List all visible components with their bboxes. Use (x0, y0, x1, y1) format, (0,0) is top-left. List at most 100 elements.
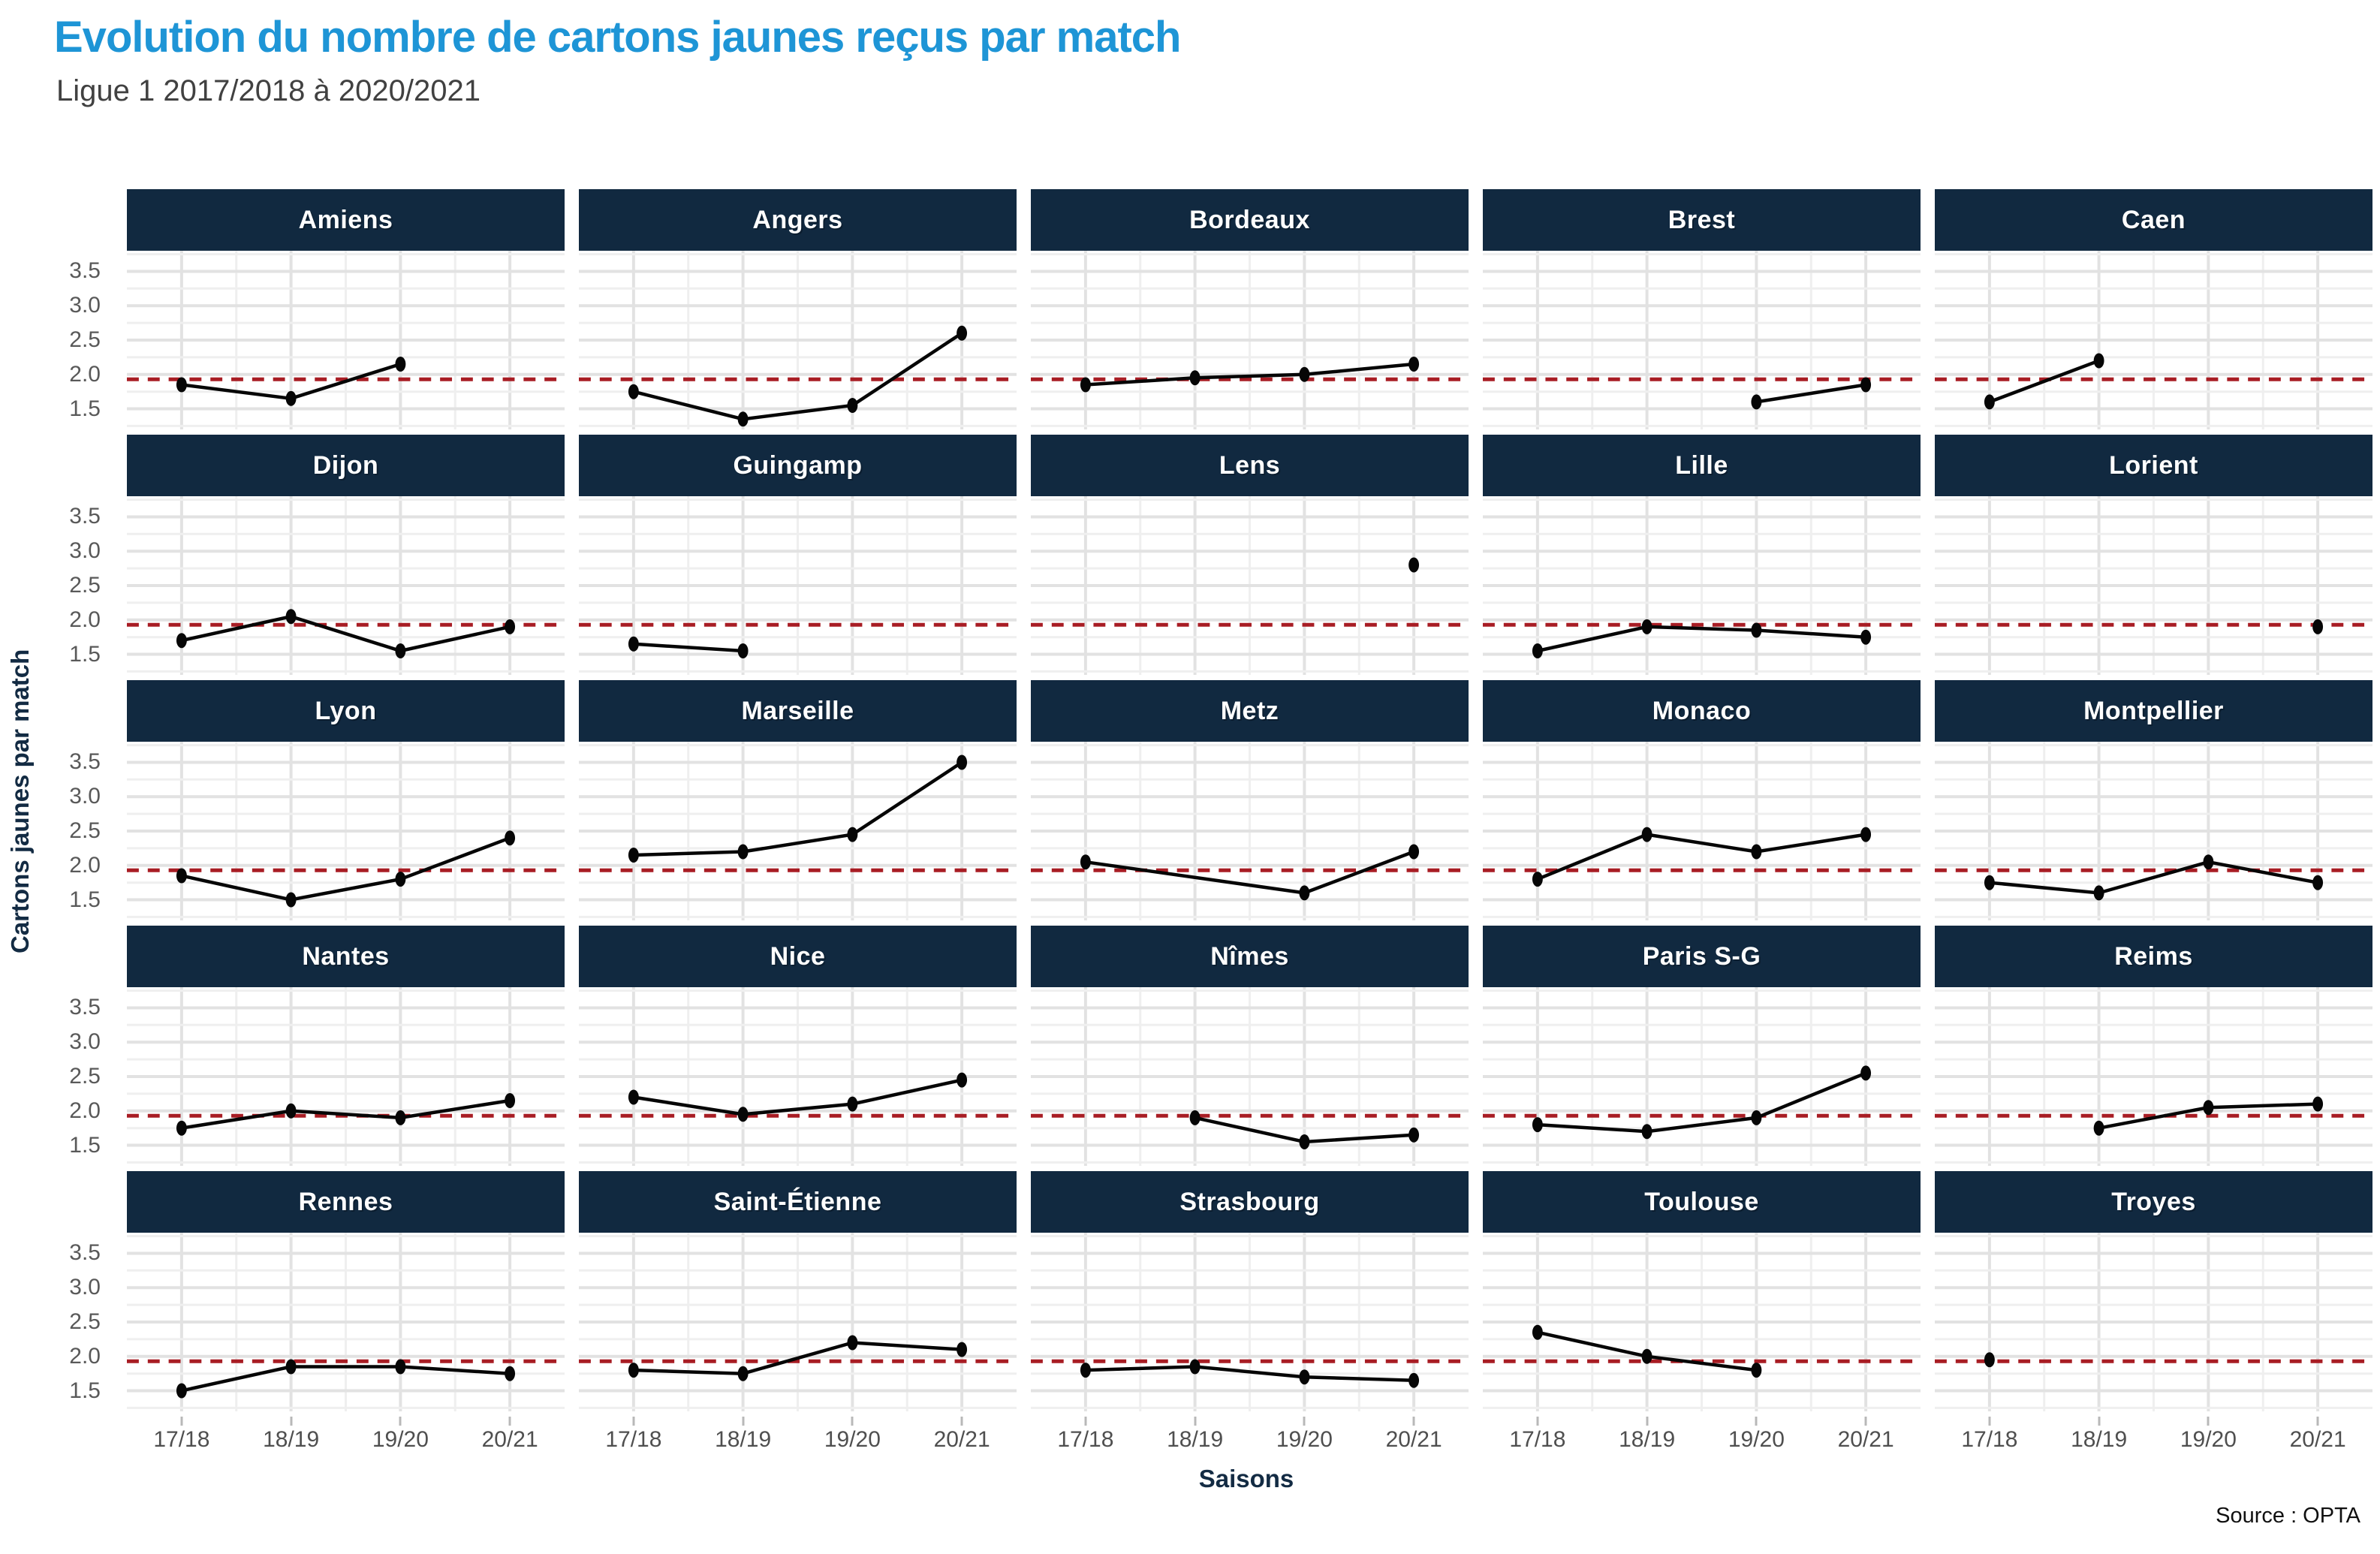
data-point (505, 619, 516, 634)
facet-title: Lyon (127, 680, 565, 742)
facet-row: 3.5 3.0 2.5 2.0 1.5 Amiens Angers Bordeaux Brest… (0, 189, 2372, 429)
facet-paris-s-g: Paris S-G (1483, 926, 1921, 1166)
x-tick-label: 20/21 (481, 1427, 538, 1452)
x-tick-mark (1303, 1417, 1306, 1426)
page-title: Evolution du nombre de cartons jaunes re… (54, 13, 1181, 62)
trend-line (181, 836, 511, 902)
data-point (1408, 357, 1420, 372)
data-point (1984, 394, 1995, 410)
facet-plot (1031, 742, 1469, 920)
data-point (1408, 557, 1420, 573)
y-axis-ticks: 3.5 3.0 2.5 2.0 1.5 (0, 1171, 113, 1411)
x-axis-gutter (0, 1417, 113, 1459)
data-point (285, 892, 297, 908)
facet-angers: Angers (579, 189, 1017, 429)
trend-line (1989, 860, 2318, 895)
data-point (395, 872, 406, 887)
facet-title: Paris S-G (1483, 926, 1921, 987)
facet-plot (1935, 1233, 2372, 1411)
facet-row: 3.5 3.0 2.5 2.0 1.5 Dijon Guingamp Lens Lille Lor… (0, 435, 2372, 675)
facet-title: Metz (1031, 680, 1469, 742)
x-tick-mark (1864, 1417, 1867, 1426)
facet-bordeaux: Bordeaux (1031, 189, 1469, 429)
x-tick-label: 19/20 (2180, 1427, 2237, 1452)
data-point (1751, 844, 1762, 860)
facet-plot (1935, 742, 2372, 920)
y-tick-label: 2.5 (69, 1309, 101, 1334)
data-point (2093, 885, 2104, 901)
facet-plot (127, 987, 565, 1166)
x-tick-mark (508, 1417, 511, 1426)
data-point (1751, 1363, 1762, 1378)
x-tick-mark (290, 1417, 293, 1426)
facet-plot (579, 251, 1017, 429)
data-point (1984, 1352, 1995, 1368)
y-axis-ticks: 3.5 3.0 2.5 2.0 1.5 (0, 435, 113, 675)
page-subtitle: Ligue 1 2017/2018 à 2020/2021 (56, 74, 481, 107)
facet-nice: Nice (579, 926, 1017, 1166)
data-point (176, 633, 187, 649)
x-tick-label: 19/20 (1728, 1427, 1785, 1452)
y-tick-label: 2.5 (69, 1064, 101, 1089)
data-point (847, 398, 858, 413)
data-point (1299, 1369, 1310, 1385)
facet-monaco: Monaco (1483, 680, 1921, 920)
y-tick-label: 2.0 (69, 607, 101, 632)
trend-line (1085, 362, 1414, 387)
x-tick-label: 19/20 (372, 1427, 429, 1452)
facet-plot (579, 496, 1017, 675)
facet-lorient: Lorient (1935, 435, 2372, 675)
data-point (737, 1366, 749, 1381)
data-point (957, 754, 968, 770)
data-point (395, 643, 406, 658)
data-point (957, 325, 968, 341)
facet-title: Amiens (127, 189, 565, 251)
facet-amiens: Amiens (127, 189, 565, 429)
facet-plot (1935, 987, 2372, 1166)
trend-line (181, 614, 511, 653)
facet-title: Angers (579, 189, 1017, 251)
facet-plot (1935, 496, 2372, 675)
x-tick-mark (851, 1417, 854, 1426)
data-point (847, 827, 858, 842)
x-tick-mark (1084, 1417, 1087, 1426)
facet-title: Lorient (1935, 435, 2372, 496)
x-tick-label: 19/20 (1276, 1427, 1333, 1452)
x-tick-label: 20/21 (2289, 1427, 2346, 1452)
data-point (847, 1335, 858, 1351)
facet-plot (1031, 496, 1469, 675)
data-point (285, 390, 297, 406)
data-point (505, 1093, 516, 1108)
facet-title: Reims (1935, 926, 2372, 987)
x-tick-mark (1646, 1417, 1649, 1426)
y-tick-label: 1.5 (69, 887, 101, 912)
facet-title: Guingamp (579, 435, 1017, 496)
y-tick-label: 1.5 (69, 641, 101, 667)
x-tick-mark (1412, 1417, 1415, 1426)
trend-line (1537, 625, 1866, 653)
data-point (1299, 885, 1310, 901)
x-axis-title: Saisons (1198, 1465, 1294, 1492)
facet-title: Dijon (127, 435, 565, 496)
data-point (1189, 1359, 1201, 1375)
facet-caen: Caen (1935, 189, 2372, 429)
data-point (1984, 875, 1995, 890)
trend-line (1756, 383, 1866, 404)
x-axis-ticks: 17/18 18/19 19/20 20/21 (127, 1417, 565, 1459)
x-tick-label: 17/18 (1961, 1427, 2018, 1452)
data-point (1532, 643, 1543, 658)
data-point (1299, 366, 1310, 382)
y-tick-label: 2.0 (69, 1343, 101, 1369)
facet-title: Lille (1483, 435, 1921, 496)
facet-nantes: Nantes (127, 926, 565, 1166)
data-point (737, 643, 749, 658)
data-point (2203, 854, 2214, 870)
data-point (285, 1103, 297, 1119)
data-point (1860, 1065, 1872, 1081)
data-point (2093, 353, 2104, 369)
facet-n-mes: Nîmes (1031, 926, 1469, 1166)
data-point (395, 357, 406, 372)
facet-title: Montpellier (1935, 680, 2372, 742)
data-point (737, 411, 749, 427)
facet-brest: Brest (1483, 189, 1921, 429)
